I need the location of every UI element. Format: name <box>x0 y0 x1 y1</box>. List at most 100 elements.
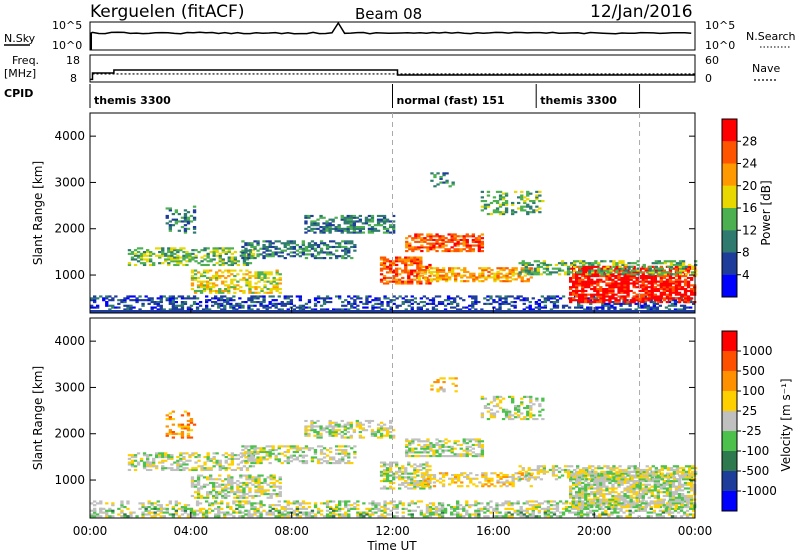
data-cell-10 <box>575 288 579 291</box>
data-cell-4 <box>334 227 338 230</box>
data-cell-0 <box>171 306 176 309</box>
data-cell-0 <box>522 308 526 311</box>
data-cell-0 <box>456 500 460 503</box>
data-cell-10 <box>599 295 603 298</box>
data-cell-0 <box>501 301 505 304</box>
data-cell-0 <box>589 509 593 512</box>
data-cell-2 <box>278 476 282 479</box>
data-cell-10 <box>602 289 606 293</box>
data-cell-2 <box>193 278 198 281</box>
data-cell-0 <box>604 304 608 307</box>
data-cell-0 <box>262 304 266 307</box>
data-cell-2 <box>233 269 237 272</box>
data-cell-1 <box>139 247 144 250</box>
data-cell-6 <box>428 263 432 267</box>
data-cell-1 <box>167 251 171 254</box>
data-cell-1 <box>161 459 165 462</box>
data-cell-0 <box>622 302 626 305</box>
data-cell-10 <box>647 291 651 294</box>
data-cell-6 <box>413 258 417 261</box>
data-cell-10 <box>659 291 664 294</box>
data-cell-10 <box>602 299 606 302</box>
data-cell-0 <box>474 515 478 518</box>
data-cell-6 <box>410 282 414 285</box>
data-cell-0 <box>247 509 251 512</box>
data-cell-7 <box>462 240 466 243</box>
data-cell-8 <box>451 267 455 270</box>
data-cell-1 <box>233 251 238 254</box>
data-cell-2 <box>248 289 252 293</box>
data-cell-0 <box>465 500 469 503</box>
data-cell-0 <box>510 295 514 298</box>
data-cell-2 <box>260 487 264 490</box>
data-cell-6 <box>401 483 405 486</box>
data-cell-0 <box>217 297 221 300</box>
data-cell-2 <box>239 286 243 289</box>
data-cell-0 <box>238 297 242 300</box>
data-cell-0 <box>619 302 623 305</box>
data-cell-0 <box>96 502 100 505</box>
data-cell-6 <box>389 487 393 490</box>
data-cell-10 <box>614 297 618 300</box>
data-cell-1 <box>191 467 195 470</box>
data-cell-0 <box>129 306 133 309</box>
data-cell-10 <box>647 275 651 278</box>
data-cell-0 <box>153 306 157 309</box>
data-cell-1 <box>209 251 213 254</box>
data-cell-0 <box>156 513 160 516</box>
data-cell-11 <box>621 271 625 274</box>
data-cell-11 <box>630 273 634 276</box>
data-cell-0 <box>516 295 520 298</box>
data-cell-0 <box>259 506 263 509</box>
data-cell-2 <box>254 275 258 278</box>
data-cell-0 <box>555 304 560 307</box>
data-cell-0 <box>552 295 557 298</box>
data-cell-2 <box>275 485 279 488</box>
data-cell-2 <box>209 478 213 481</box>
data-cell-8 <box>523 280 527 283</box>
data-cell-7 <box>420 240 424 243</box>
data-cell-4 <box>352 222 357 225</box>
data-cell-0 <box>646 306 650 309</box>
data-cell-8 <box>423 278 428 281</box>
data-cell-4 <box>319 214 323 218</box>
data-cell-11 <box>591 271 595 274</box>
data-cell-11 <box>533 269 538 272</box>
data-cell-2 <box>236 494 240 498</box>
data-cell-0 <box>474 500 478 503</box>
data-cell-4 <box>304 419 308 423</box>
data-cell-2 <box>248 291 252 294</box>
data-cell-4 <box>343 423 347 426</box>
data-cell-1 <box>206 247 210 250</box>
data-cell-3 <box>322 244 327 247</box>
data-cell-0 <box>434 509 439 512</box>
data-cell-4 <box>316 434 320 437</box>
data-cell-0 <box>195 302 200 305</box>
data-cell-0 <box>177 502 182 505</box>
data-cell-2 <box>212 275 216 278</box>
data-cell-2 <box>242 276 246 280</box>
data-cell-11 <box>609 260 613 263</box>
data-cell-4 <box>367 231 372 234</box>
data-cell-10 <box>659 295 664 298</box>
data-cell-0 <box>165 299 169 302</box>
data-cell-0 <box>365 295 369 298</box>
data-cell-0 <box>93 297 97 300</box>
data-cell-10 <box>590 265 594 268</box>
data-cell-3 <box>310 458 315 461</box>
data-cell-1 <box>242 262 247 265</box>
data-cell-8 <box>499 280 503 283</box>
data-cell-10 <box>686 269 691 272</box>
data-cell-6 <box>419 265 423 268</box>
data-cell-0 <box>211 301 215 304</box>
data-cell-7 <box>438 235 442 238</box>
colorbar-tick-label-2: 12 <box>742 223 757 237</box>
data-cell-0 <box>495 511 499 514</box>
data-cell-7 <box>471 244 476 247</box>
data-cell-6 <box>389 269 393 272</box>
data-cell-9 <box>529 211 533 214</box>
data-cell-2 <box>278 481 282 485</box>
data-cell-0 <box>552 511 557 514</box>
data-cell-0 <box>477 509 481 512</box>
